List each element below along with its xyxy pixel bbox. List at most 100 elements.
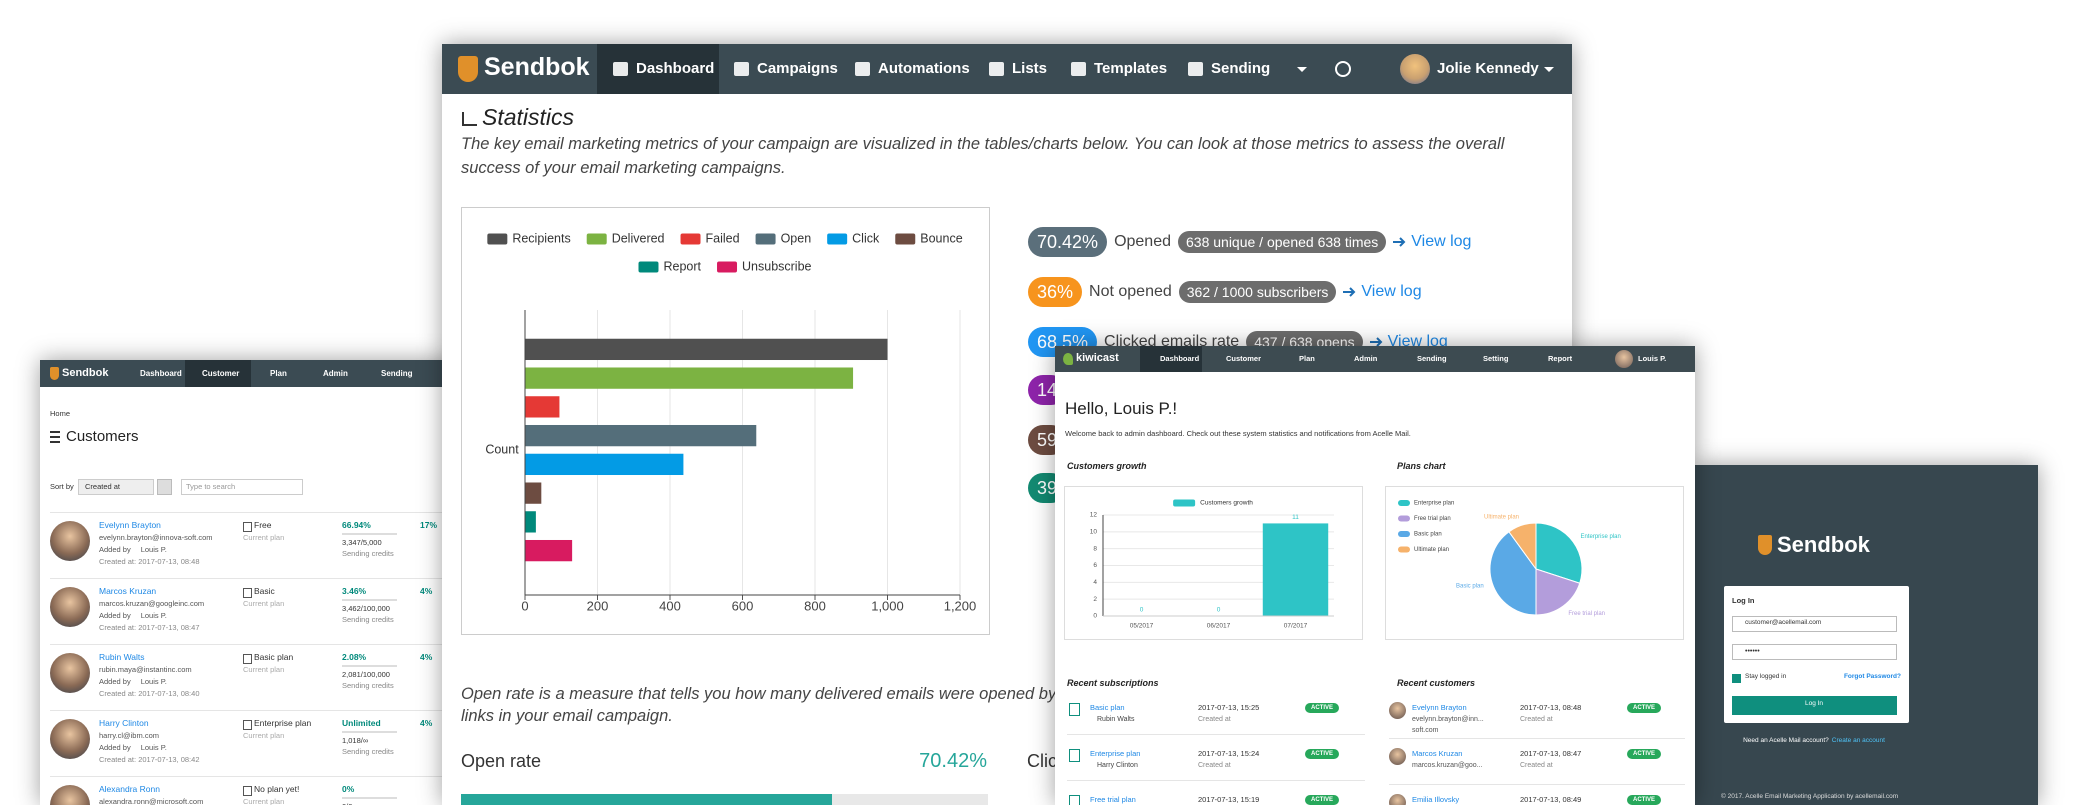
- view-log-link[interactable]: View log: [1411, 233, 1472, 250]
- nav-item[interactable]: Sending: [1211, 59, 1271, 77]
- nav-item[interactable]: Templates: [1094, 59, 1168, 77]
- email-input: [1732, 616, 1897, 632]
- value-label: 0: [1217, 607, 1221, 614]
- nav-item[interactable]: Admin: [1354, 353, 1378, 363]
- remember-label[interactable]: Stay logged in: [1745, 673, 1787, 681]
- plan-name[interactable]: Free trial plan: [1090, 794, 1136, 804]
- credits: 1,018/∞: [342, 735, 369, 745]
- nav-item[interactable]: Plan: [270, 368, 287, 378]
- nav-item[interactable]: Campaigns: [757, 59, 838, 77]
- x-tick-label: 06/2017: [1207, 623, 1231, 630]
- pie-slice: [1508, 522, 1537, 571]
- plan-note: Current plan: [243, 532, 285, 542]
- user-name[interactable]: Jolie Kennedy: [1437, 59, 1539, 77]
- avatar: [1400, 54, 1430, 84]
- customer-name[interactable]: Emilia Illovsky: [1412, 794, 1460, 804]
- view-log-link[interactable]: View log: [1387, 333, 1448, 350]
- nav-icon: [613, 62, 628, 76]
- rate-value: 70.42%: [919, 750, 987, 772]
- date-note: Created at: [1198, 762, 1231, 770]
- row-separator: [1389, 738, 1685, 739]
- password-input: [1732, 644, 1897, 660]
- usage-track: [342, 533, 397, 535]
- customer-email: evelynn.brayton@inn...: [1412, 716, 1484, 724]
- nav-item[interactable]: Sending: [381, 368, 413, 378]
- pie-slice: [1535, 522, 1583, 584]
- nav-item[interactable]: Dashboard: [1160, 353, 1200, 363]
- sort-value[interactable]: Created at: [85, 481, 121, 491]
- nav-icon: [989, 62, 1004, 76]
- plan-name[interactable]: Enterprise plan: [1090, 748, 1141, 758]
- added-by: Added by Louis P.: [99, 744, 167, 752]
- customer-name[interactable]: Evelynn Brayton: [99, 520, 161, 531]
- x-tick-label: 200: [587, 598, 609, 613]
- nav-item[interactable]: Lists: [1012, 59, 1048, 77]
- metric-label: Opened: [1114, 233, 1171, 250]
- legend-label: Open: [781, 231, 812, 245]
- customer-name[interactable]: Harry Clinton: [99, 718, 149, 729]
- legend-swatch: [1173, 499, 1196, 507]
- plan-note: Current plan: [243, 796, 285, 805]
- nav-item[interactable]: Automations: [878, 59, 970, 77]
- logo-icon: [458, 56, 478, 82]
- customer-name[interactable]: Alexandra Ronn: [99, 784, 160, 795]
- chart: 0 200 400 600 800 1,000 1,200 Count Recipients De…: [461, 207, 990, 635]
- added-label: Added by: [99, 677, 131, 686]
- metric-badge: 70.42%: [1028, 227, 1108, 257]
- nav-item[interactable]: Customer: [202, 368, 240, 378]
- usage: 4%: [420, 652, 433, 663]
- nav-item[interactable]: Plan: [1299, 353, 1315, 363]
- signup-link[interactable]: Create an account: [1831, 737, 1885, 744]
- bar: [525, 482, 542, 504]
- customer-name[interactable]: Marcos Kruzan: [1412, 748, 1463, 758]
- password-value[interactable]: ••••••: [1745, 648, 1760, 656]
- search-box: [181, 479, 303, 495]
- customer-email: alexandra.ronn@microsoft.com: [99, 796, 204, 805]
- legend-label: Click: [852, 231, 880, 245]
- date: 2017-07-13, 08:47: [1520, 748, 1582, 758]
- nav-item[interactable]: Dashboard: [636, 59, 715, 77]
- nav-item[interactable]: Dashboard: [140, 368, 182, 378]
- metric-row: 36% Not opened 362 / 1000 subscribers View …: [1028, 277, 1422, 307]
- slice-label: Enterprise plan: [1580, 534, 1620, 540]
- added-by: Added by Louis P.: [99, 678, 167, 686]
- forgot-link[interactable]: Forgot Password?: [1843, 673, 1901, 681]
- legend-label: Basic plan: [1414, 532, 1442, 538]
- plan-note: Current plan: [243, 664, 285, 674]
- legend-swatch: [1398, 500, 1410, 506]
- view-log-link[interactable]: View log: [1361, 283, 1422, 300]
- usage: 66.94%: [342, 520, 371, 531]
- nav-item[interactable]: Sending: [1417, 353, 1447, 363]
- search-placeholder[interactable]: Type to search: [186, 481, 236, 491]
- caret: [1544, 67, 1554, 72]
- owner: Louis P.: [140, 545, 167, 554]
- customer-name[interactable]: Evelynn Brayton: [1412, 702, 1467, 712]
- plan-name: Basic plan: [254, 652, 294, 663]
- legend-swatch: [755, 233, 776, 245]
- row-separator: [50, 578, 450, 579]
- customer-email: harry.cl@ibm.com: [99, 730, 159, 740]
- caret: [1297, 67, 1307, 72]
- nav-item[interactable]: Report: [1548, 353, 1573, 363]
- x-tick-label: 05/2017: [1130, 623, 1154, 630]
- legend-label: Free trial plan: [1414, 516, 1451, 522]
- customer-name[interactable]: Rubin Walts: [99, 652, 145, 663]
- customer-name[interactable]: Marcos Kruzan: [99, 586, 157, 597]
- heading-icon: [462, 112, 477, 126]
- y-tick-label: 0: [1093, 613, 1097, 620]
- nav-item[interactable]: Admin: [323, 368, 348, 378]
- status-badge: ACTIVE: [1305, 749, 1340, 759]
- login-button-label[interactable]: Log In: [1804, 700, 1824, 708]
- bar: [525, 424, 757, 447]
- plan-name[interactable]: Basic plan: [1090, 702, 1125, 712]
- nav-item[interactable]: Customer: [1226, 353, 1262, 363]
- credits-note: Sending credits: [342, 680, 394, 690]
- nav-item[interactable]: Setting: [1483, 353, 1509, 363]
- email-value[interactable]: customer@acellemail.com: [1745, 619, 1822, 627]
- user-name[interactable]: Louis P.: [1638, 353, 1667, 363]
- legend-swatch: [895, 233, 916, 245]
- signup-prompt: Need an Acelle Mail account?: [1743, 737, 1829, 744]
- plan-icon: [243, 522, 252, 532]
- nav-icon: [855, 62, 870, 76]
